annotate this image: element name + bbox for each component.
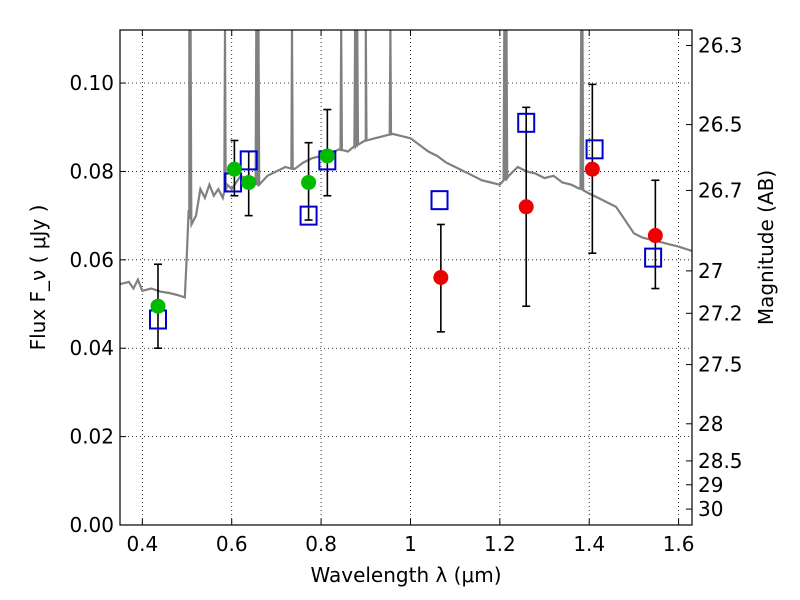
- right-tick-label: 28: [698, 412, 723, 436]
- circle-marker: [433, 270, 449, 285]
- circle-marker: [319, 148, 335, 164]
- circle-marker: [647, 228, 663, 244]
- right-tick-label: 28.5: [698, 449, 743, 473]
- y-axis-title: Flux F_ν ( μJy ): [26, 205, 50, 351]
- circle-marker: [226, 161, 242, 177]
- x-axis-title: Wavelength λ (μm): [310, 563, 501, 587]
- y-tick-label: 0.02: [69, 425, 114, 449]
- x-tick-label: 1.4: [573, 532, 605, 556]
- right-tick-label: 29: [698, 473, 723, 497]
- x-tick-label: 1: [404, 532, 417, 556]
- square-marker: [299, 205, 318, 226]
- right-tick-label: 27: [698, 259, 723, 283]
- spectrum-line: [120, 30, 692, 299]
- right-tick-label: 27.2: [698, 301, 743, 325]
- marker-layer: [148, 112, 663, 330]
- x-tick-label: 0.8: [305, 532, 337, 556]
- circle-marker: [301, 174, 317, 190]
- x-tick-label: 0.6: [216, 532, 248, 556]
- circle-marker: [518, 199, 534, 215]
- circle-marker: [150, 298, 166, 314]
- square-marker: [517, 112, 536, 133]
- y-tick-label: 0.06: [69, 248, 114, 272]
- right-axis-title: Magnitude (AB): [754, 170, 778, 325]
- tick-layer: [120, 30, 692, 526]
- grid-layer: [120, 30, 692, 525]
- x-tick-label: 0.4: [126, 532, 158, 556]
- circle-marker: [584, 161, 600, 177]
- square-marker: [644, 247, 663, 268]
- y-tick-label: 0.10: [69, 71, 114, 95]
- y-tick-label: 0.00: [69, 513, 114, 537]
- circle-marker: [241, 174, 257, 190]
- y-tick-label: 0.08: [69, 159, 114, 183]
- square-marker: [239, 150, 258, 171]
- right-tick-label: 26.7: [698, 178, 743, 202]
- right-tick-label: 27.5: [698, 353, 743, 377]
- right-tick-label: 30: [698, 497, 723, 521]
- y-tick-label: 0.04: [69, 336, 114, 360]
- spectrum-layer: [120, 30, 692, 299]
- plot-frame: [119, 29, 693, 526]
- label-layer: 0.4 0.6 0.8 1 1.2 1.4 1.6 0.00 0.02 0.04 0.06 0.08 0…: [69, 33, 742, 556]
- square-marker: [430, 190, 449, 211]
- right-tick-label: 26.3: [698, 33, 743, 57]
- x-tick-label: 1.2: [484, 532, 516, 556]
- square-marker: [585, 139, 604, 160]
- right-tick-label: 26.5: [698, 113, 743, 137]
- x-tick-label: 1.6: [663, 532, 695, 556]
